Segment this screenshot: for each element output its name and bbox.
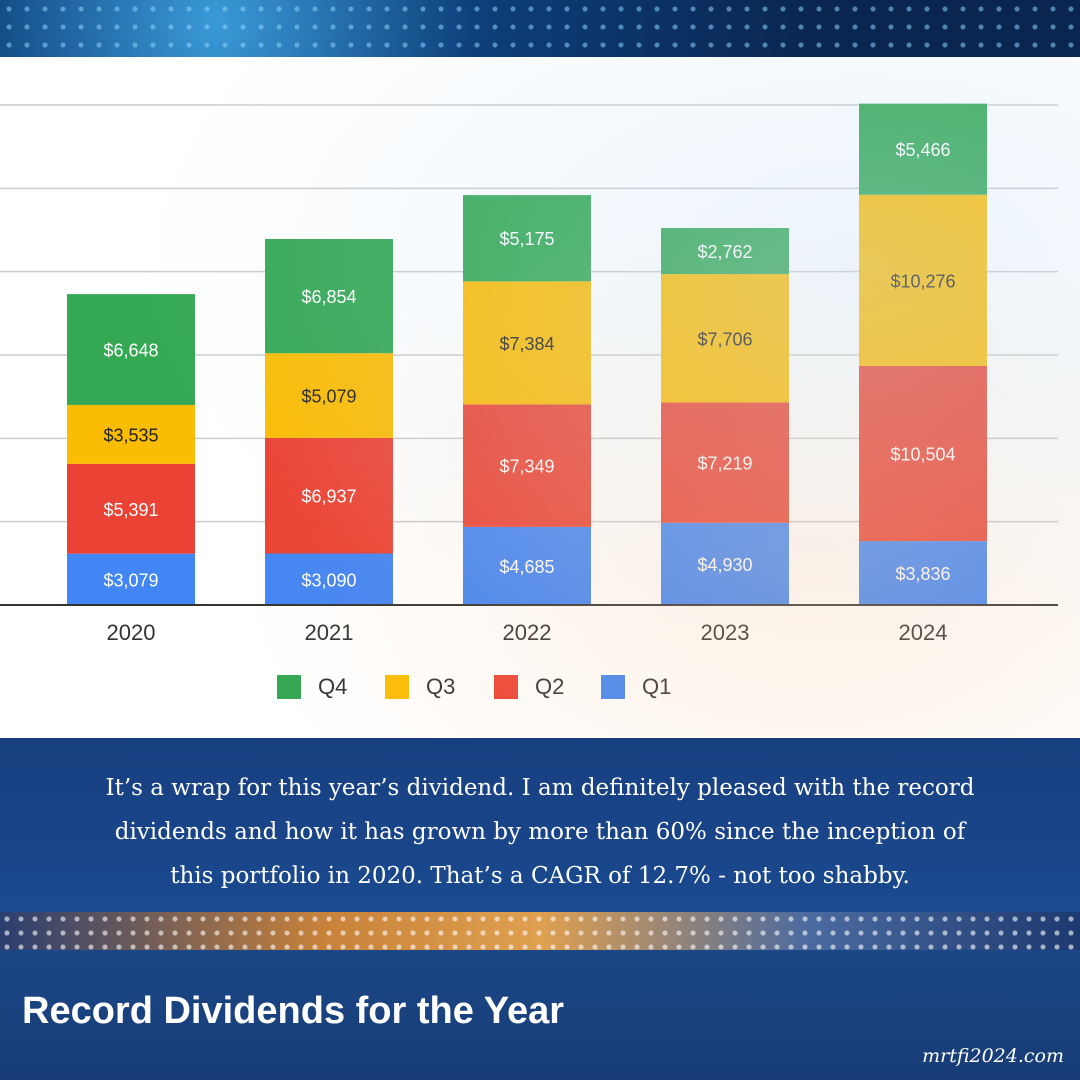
bar-segment-q1-2024	[859, 541, 987, 605]
x-tick-label: 2024	[899, 620, 948, 645]
legend-swatch-q2	[494, 675, 518, 699]
data-label: $2,762	[697, 242, 752, 262]
data-label: $6,854	[301, 287, 356, 307]
data-label: $6,648	[103, 341, 158, 361]
bar-segment-q2-2021	[265, 437, 393, 554]
data-label: $3,090	[301, 570, 356, 590]
bar-segment-q4-2023	[661, 228, 789, 275]
legend-label-q3: Q3	[426, 674, 455, 699]
stacked-bar-chart: $3,079 $5,391 $3,535 $6,648 2020 $3,090 $6,937…	[0, 103, 1058, 699]
footer-band	[0, 950, 1080, 1080]
data-label: $5,175	[499, 229, 554, 249]
x-tick-label: 2023	[701, 620, 750, 645]
data-label: $7,219	[697, 454, 752, 474]
bar-segment-q3-2022	[463, 281, 591, 405]
data-label: $5,466	[895, 140, 950, 160]
caption-band	[0, 738, 1080, 912]
bar-segment-q2-2022	[463, 404, 591, 527]
bar-segment-q2-2020	[67, 463, 195, 554]
bar-segment-q1-2020	[67, 553, 195, 605]
data-label: $3,836	[895, 564, 950, 584]
data-label: $5,079	[301, 387, 356, 407]
data-label: $10,276	[890, 271, 955, 291]
bar-segment-q3-2020	[67, 404, 195, 464]
bar-segment-q3-2021	[265, 353, 393, 438]
data-label: $5,391	[103, 500, 158, 520]
data-label: $3,535	[103, 425, 158, 445]
bar-segment-q3-2024	[859, 194, 987, 366]
bar-segment-q1-2021	[265, 553, 393, 605]
bar-segment-q4-2024	[859, 103, 987, 195]
bar-segment-q4-2020	[67, 294, 195, 405]
data-label: $4,685	[499, 557, 554, 577]
website-link[interactable]: mrtfi2024.com	[922, 1045, 1064, 1067]
photo-strip	[0, 912, 1080, 950]
legend-label-q2: Q2	[535, 674, 564, 699]
x-tick-label: 2021	[305, 620, 354, 645]
legend-label-q4: Q4	[318, 674, 347, 699]
data-label: $7,706	[697, 329, 752, 349]
background-header	[0, 0, 1080, 57]
bar-segment-q4-2022	[463, 195, 591, 282]
x-tick-label: 2022	[503, 620, 552, 645]
data-label: $6,937	[301, 487, 356, 507]
caption-text: It’s a wrap for this year’s dividend. I …	[105, 775, 975, 889]
bar-segment-q1-2023	[661, 522, 789, 605]
data-label: $7,384	[499, 334, 554, 354]
data-label: $4,930	[697, 555, 752, 575]
bar-segment-q2-2023	[661, 402, 789, 523]
legend-swatch-q4	[277, 675, 301, 699]
data-label: $7,349	[499, 457, 554, 477]
x-tick-label: 2020	[107, 620, 156, 645]
bar-segment-q4-2021	[265, 239, 393, 354]
bar-segment-q1-2022	[463, 526, 591, 605]
legend-swatch-q3	[385, 675, 409, 699]
bar-segment-q3-2023	[661, 274, 789, 403]
post-title: Record Dividends for the Year	[22, 990, 565, 1032]
legend-swatch-q1	[601, 675, 625, 699]
bar-segment-q2-2024	[859, 366, 987, 542]
data-label: $3,079	[103, 570, 158, 590]
legend-label-q1: Q1	[642, 674, 671, 699]
data-label: $10,504	[890, 445, 955, 465]
